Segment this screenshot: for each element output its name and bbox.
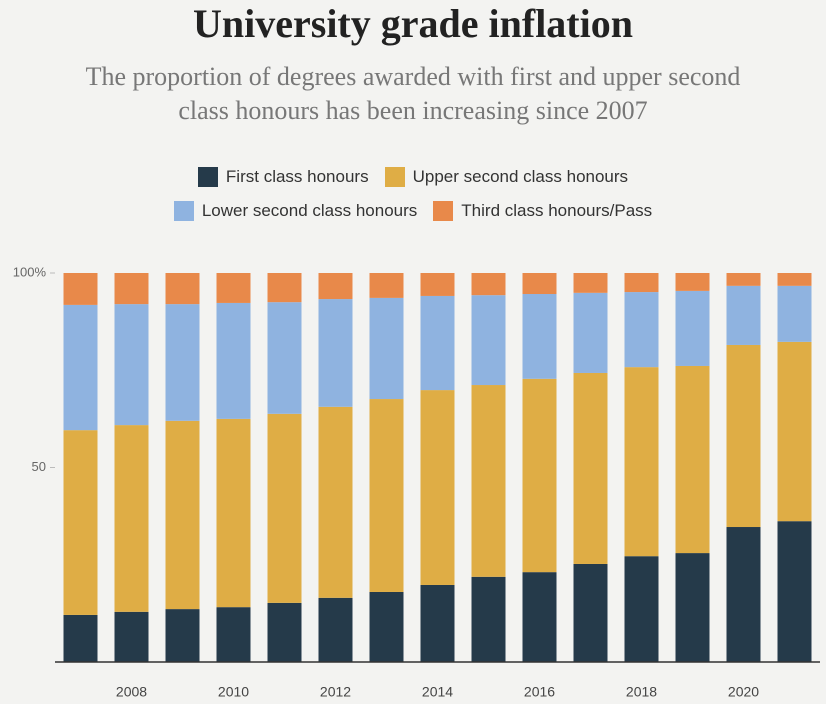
bar-segment: [216, 418, 251, 608]
legend-label: Lower second class honours: [201, 201, 418, 220]
bar-segment: [522, 572, 557, 662]
bar-segment: [63, 304, 98, 431]
bar-segment: [267, 273, 302, 303]
legend-item: Lower second class honours: [173, 200, 418, 222]
legend-label: First class honours: [225, 167, 369, 186]
legend-item: Upper second class honours: [384, 166, 629, 188]
bar-segment: [777, 273, 812, 286]
bar-segment: [165, 304, 200, 421]
bar-segment: [624, 292, 659, 368]
bar-segment: [777, 285, 812, 342]
bar-segment: [216, 273, 251, 303]
bar-segment: [675, 290, 710, 366]
y-tick-label: 100%: [13, 264, 47, 279]
bar-segment: [63, 614, 98, 662]
bar-segment: [369, 399, 404, 592]
bar-segment: [420, 390, 455, 585]
legend-label: Third class honours/Pass: [461, 201, 653, 220]
bar-segment: [777, 521, 812, 662]
bar-segment: [420, 273, 455, 296]
bar-segment: [63, 430, 98, 615]
bar-segment: [420, 295, 455, 391]
bar-segment: [726, 285, 761, 345]
bar-segment: [573, 292, 608, 373]
bar-segment: [216, 607, 251, 662]
bar-segment: [573, 273, 608, 293]
bar-segment: [726, 527, 761, 662]
bar-segment: [675, 553, 710, 662]
bar-segment: [114, 304, 149, 426]
bar-segment: [369, 297, 404, 400]
bar-segment: [624, 273, 659, 293]
legend-item: First class honours: [197, 166, 369, 188]
bar-segment: [420, 584, 455, 662]
bar-segment: [165, 420, 200, 610]
bar-segment: [471, 385, 506, 577]
bar-segment: [471, 295, 506, 386]
bar-segment: [573, 372, 608, 564]
x-tick-label: 2010: [218, 684, 249, 700]
legend-swatch: [433, 201, 454, 221]
x-tick-label: 2018: [626, 684, 657, 700]
legend-swatch: [173, 201, 194, 221]
bar-segment: [522, 273, 557, 295]
x-tick-label: 2012: [320, 684, 351, 700]
bar-segment: [624, 367, 659, 557]
bar-segment: [471, 576, 506, 662]
x-tick-label: 2016: [524, 684, 555, 700]
x-tick-label: 2020: [728, 684, 759, 700]
bar-segment: [573, 563, 608, 662]
bar-segment: [726, 273, 761, 286]
bar-segment: [522, 294, 557, 379]
legend-swatch: [384, 167, 405, 187]
bar-segment: [318, 299, 353, 407]
bar-segment: [114, 611, 149, 662]
bar-segment: [624, 556, 659, 662]
bar-segment: [675, 273, 710, 291]
legend-item: Third class honours/Pass: [433, 200, 652, 222]
bar-segment: [267, 302, 302, 414]
bar-segment: [777, 341, 812, 522]
bar-segment: [369, 273, 404, 298]
bar-segment: [522, 378, 557, 573]
bar-segment: [318, 273, 353, 300]
bar-segment: [114, 273, 149, 305]
x-tick-label: 2014: [422, 684, 453, 700]
legend-label: Upper second class honours: [412, 167, 629, 186]
legend-swatch: [197, 167, 218, 187]
bar-segment: [216, 302, 251, 419]
bar-segment: [318, 597, 353, 662]
bar-segment: [726, 344, 761, 528]
chart-title: University grade inflation: [193, 1, 633, 46]
bar-segment: [165, 609, 200, 662]
bar-segment: [267, 413, 302, 603]
bar-segment: [369, 591, 404, 662]
y-tick-label: 50: [32, 459, 46, 474]
bar-segment: [63, 273, 98, 305]
bar-segment: [318, 406, 353, 598]
bar-segment: [675, 365, 710, 554]
bar-segment: [165, 273, 200, 305]
bar-segment: [114, 425, 149, 612]
bar-segment: [267, 602, 302, 662]
legend: First class honours Upper second class ho…: [133, 166, 693, 222]
x-tick-label: 2008: [116, 684, 147, 700]
chart-subtitle: The proportion of degrees awarded with f…: [85, 62, 741, 125]
bar-segment: [471, 273, 506, 296]
